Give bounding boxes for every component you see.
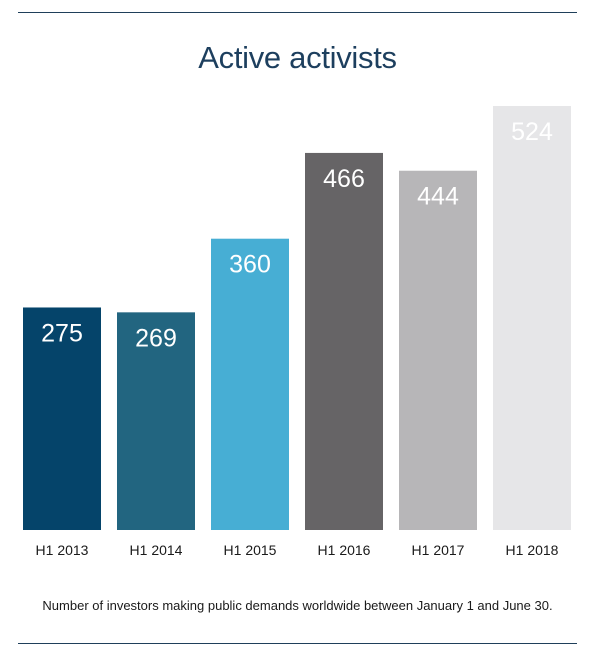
bar-value-label: 360 — [229, 251, 271, 279]
x-tick-label: H1 2014 — [130, 542, 183, 558]
bottom-rule — [18, 643, 577, 644]
x-tick-label: H1 2018 — [506, 542, 559, 558]
x-tick-label: H1 2015 — [224, 542, 277, 558]
bar-value-label: 275 — [41, 319, 83, 347]
bar-h1-2013 — [23, 307, 101, 530]
x-tick-label: H1 2013 — [36, 542, 89, 558]
bar-h1-2016 — [305, 152, 383, 530]
x-tick-label: H1 2016 — [318, 542, 371, 558]
bar-h1-2015 — [211, 238, 289, 531]
bar-value-label: 524 — [511, 118, 553, 146]
bar-h1-2014 — [117, 312, 195, 530]
bar-value-label: 269 — [135, 324, 177, 352]
top-rule — [18, 12, 577, 13]
chart-title: Active activists — [198, 40, 397, 75]
chart-caption: Number of investors making public demand… — [42, 598, 553, 613]
bar-h1-2017 — [399, 170, 477, 530]
bar-value-label: 444 — [417, 183, 459, 211]
bar-chart: 275 H1 2013 269 H1 2014 360 H1 2015 466 H1 2016… — [23, 106, 571, 558]
x-tick-label: H1 2017 — [412, 542, 465, 558]
bar-h1-2018 — [493, 106, 571, 530]
bar-value-label: 466 — [323, 165, 365, 193]
